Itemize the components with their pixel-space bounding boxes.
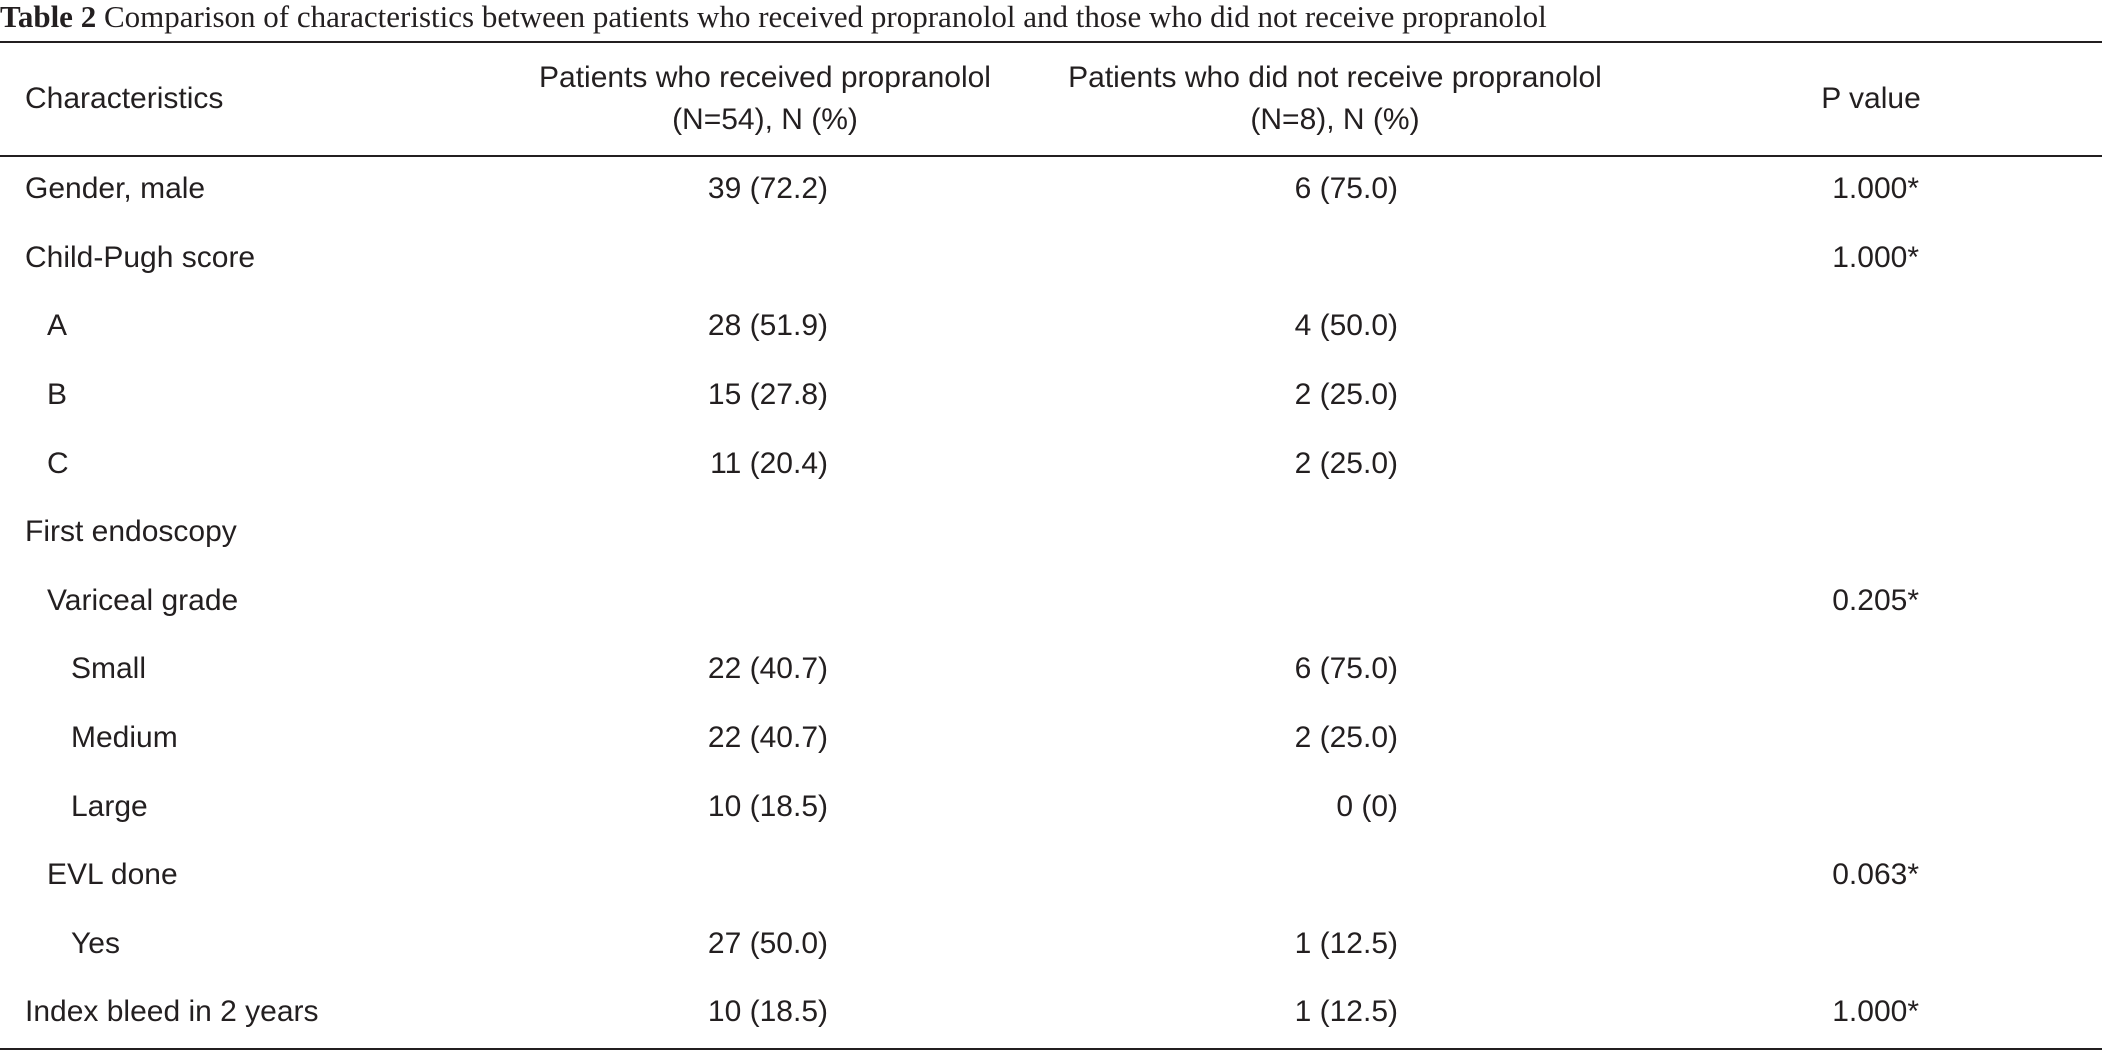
row-p-value [1640,429,2102,498]
row-characteristic: A [47,309,68,343]
row-p-value [1640,704,2102,773]
table-row: Gender, male 39 (72.2) 6 (75.0) 1.000* [0,155,2102,224]
header-p-value: P value [1821,82,1921,115]
table-caption-text: Comparison of characteristics between pa… [103,0,1547,34]
table-row: Large 10 (18.5) 0 (0) [0,772,2102,841]
row-not-received-value: 2 (25.0) [1294,446,1398,480]
row-received-value: 10 (18.5) [707,995,828,1029]
row-p-value: 1.000* [1832,240,1919,274]
row-p-value [1640,361,2102,430]
header-group-received-line2: (N=54), N (%) [672,103,858,136]
row-characteristic: B [47,378,68,412]
row-not-received-value: 6 (75.0) [1294,652,1398,686]
row-p-value: 0.063* [1832,858,1919,892]
row-characteristic: First endoscopy [25,515,237,549]
row-not-received-value: 6 (75.0) [1294,172,1398,206]
table-row: B 15 (27.8) 2 (25.0) [0,361,2102,430]
row-received-value: 15 (27.8) [707,378,828,412]
table-row: C 11 (20.4) 2 (25.0) [0,429,2102,498]
table-row: EVL done 0.063* [0,841,2102,910]
header-group-received: Patients who received propranolol (N=54)… [500,43,1030,155]
row-p-value [1640,772,2102,841]
table-row: First endoscopy [0,498,2102,567]
row-characteristic: Child-Pugh score [25,240,256,274]
header-group-received-line1: Patients who received propranolol [539,61,991,94]
row-characteristic: Gender, male [25,172,206,206]
row-not-received-value [1030,224,1640,293]
row-characteristic: Index bleed in 2 years [25,995,319,1029]
table-header: Characteristics Patients who received pr… [0,43,2102,155]
row-p-value [1640,292,2102,361]
table-row: Small 22 (40.7) 6 (75.0) [0,635,2102,704]
row-received-value [500,567,1030,636]
table-row: Variceal grade 0.205* [0,567,2102,636]
row-characteristic: EVL done [47,858,178,892]
header-group-not-received-line2: (N=8), N (%) [1250,103,1420,136]
table-body: Gender, male 39 (72.2) 6 (75.0) 1.000* Child… [0,155,2102,1047]
row-p-value: 1.000* [1832,995,1919,1029]
row-characteristic: Medium [71,721,178,755]
row-received-value: 22 (40.7) [707,652,828,686]
header-group-not-received-line1: Patients who did not receive propranolol [1068,61,1602,94]
row-not-received-value: 4 (50.0) [1294,309,1398,343]
row-received-value: 11 (20.4) [710,446,828,480]
row-p-value: 0.205* [1832,583,1919,617]
table-row: A 28 (51.9) 4 (50.0) [0,292,2102,361]
row-p-value: 1.000* [1832,172,1919,206]
row-received-value: 39 (72.2) [707,172,828,206]
table-top-rule [0,41,2102,43]
row-characteristic: Variceal grade [47,583,239,617]
row-received-value: 27 (50.0) [707,926,828,960]
row-received-value: 28 (51.9) [707,309,828,343]
row-characteristic: Large [71,789,148,823]
row-not-received-value: 1 (12.5) [1294,926,1398,960]
row-not-received-value: 0 (0) [1336,789,1398,823]
row-not-received-value [1030,498,1640,567]
row-received-value: 22 (40.7) [707,721,828,755]
row-not-received-value [1030,841,1640,910]
row-characteristic: C [47,446,69,480]
row-received-value [500,498,1030,567]
table-row: Yes 27 (50.0) 1 (12.5) [0,910,2102,979]
table-header-rule [0,155,2102,157]
table-row: Medium 22 (40.7) 2 (25.0) [0,704,2102,773]
table-caption: Table 2 Comparison of characteristics be… [0,0,1547,40]
row-characteristic: Small [71,652,147,686]
row-not-received-value: 2 (25.0) [1294,721,1398,755]
table-row: Child-Pugh score 1.000* [0,224,2102,293]
row-received-value [500,224,1030,293]
row-p-value [1640,910,2102,979]
row-characteristic: Yes [71,926,120,960]
row-received-value: 10 (18.5) [707,789,828,823]
comparison-table: Characteristics Patients who received pr… [0,43,2102,1047]
row-received-value [500,841,1030,910]
row-p-value [1640,498,2102,567]
header-group-not-received: Patients who did not receive propranolol… [1030,43,1640,155]
row-not-received-value: 2 (25.0) [1294,378,1398,412]
table-row: Index bleed in 2 years 10 (18.5) 1 (12.5) 1… [0,978,2102,1047]
table-bottom-rule [0,1048,2102,1050]
row-p-value [1640,635,2102,704]
row-not-received-value: 1 (12.5) [1294,995,1398,1029]
table-caption-label: Table 2 [0,0,97,34]
table-header-row: Characteristics Patients who received pr… [0,43,2102,155]
row-not-received-value [1030,567,1640,636]
header-characteristics: Characteristics [25,82,224,115]
